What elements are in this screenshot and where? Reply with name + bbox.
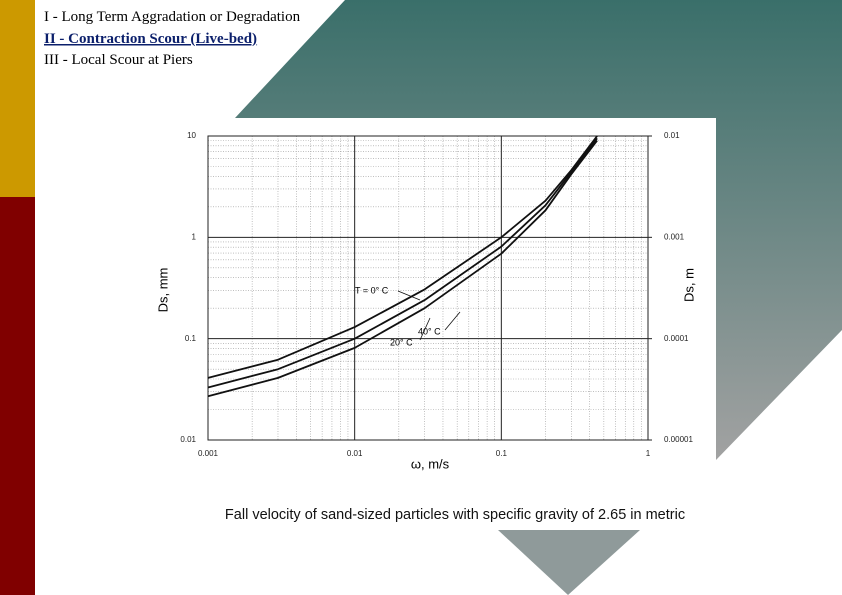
curve-leader — [397, 290, 421, 301]
outline-item: I - Long Term Aggradation or Degradation — [44, 9, 301, 25]
chart-panel — [150, 118, 716, 458]
y-tick-label: 0.1 — [185, 334, 197, 343]
x-tick-label: 0.001 — [198, 449, 219, 458]
curve-label: 20° C — [390, 337, 413, 347]
y2-tick-label: 0.00001 — [664, 435, 693, 444]
curve-leader — [444, 311, 461, 331]
y2-tick-label: 0.01 — [664, 131, 680, 140]
x-axis-label: ω, m/s — [411, 456, 450, 471]
y-tick-label: 1 — [192, 232, 197, 241]
series-line — [207, 137, 598, 389]
series-line — [207, 135, 598, 379]
y2-tick-label: 0.001 — [664, 232, 685, 241]
caption: Fall velocity of sand-sized particles wi… — [225, 507, 685, 523]
gold-bar — [0, 0, 35, 197]
outline-item: II - Contraction Scour (Live-bed) — [44, 31, 257, 47]
curve-label: 40° C — [418, 326, 441, 336]
plot-frame — [207, 135, 649, 441]
x-tick-label: 0.1 — [496, 449, 508, 458]
series-line — [207, 140, 598, 398]
y-tick-label: 10 — [187, 131, 196, 140]
curve-label: T = 0° C — [355, 285, 389, 295]
x-tick-label: 1 — [646, 449, 651, 458]
red-bar — [0, 197, 35, 595]
y2-tick-label: 0.0001 — [664, 334, 689, 343]
curve-leader — [419, 317, 431, 341]
plot: 0.001 0.01 0.1 10.010.11100.000010.00010.00… — [155, 131, 696, 471]
backdrop-shape — [235, 0, 842, 460]
y-axis-label: Ds, mm — [155, 268, 170, 313]
x-tick-label: 0.01 — [347, 449, 363, 458]
y-tick-label: 0.01 — [180, 435, 196, 444]
backdrop-triangle — [498, 530, 640, 595]
y2-axis-label: Ds, m — [681, 268, 696, 302]
outline-item: III - Local Scour at Piers — [44, 52, 193, 68]
